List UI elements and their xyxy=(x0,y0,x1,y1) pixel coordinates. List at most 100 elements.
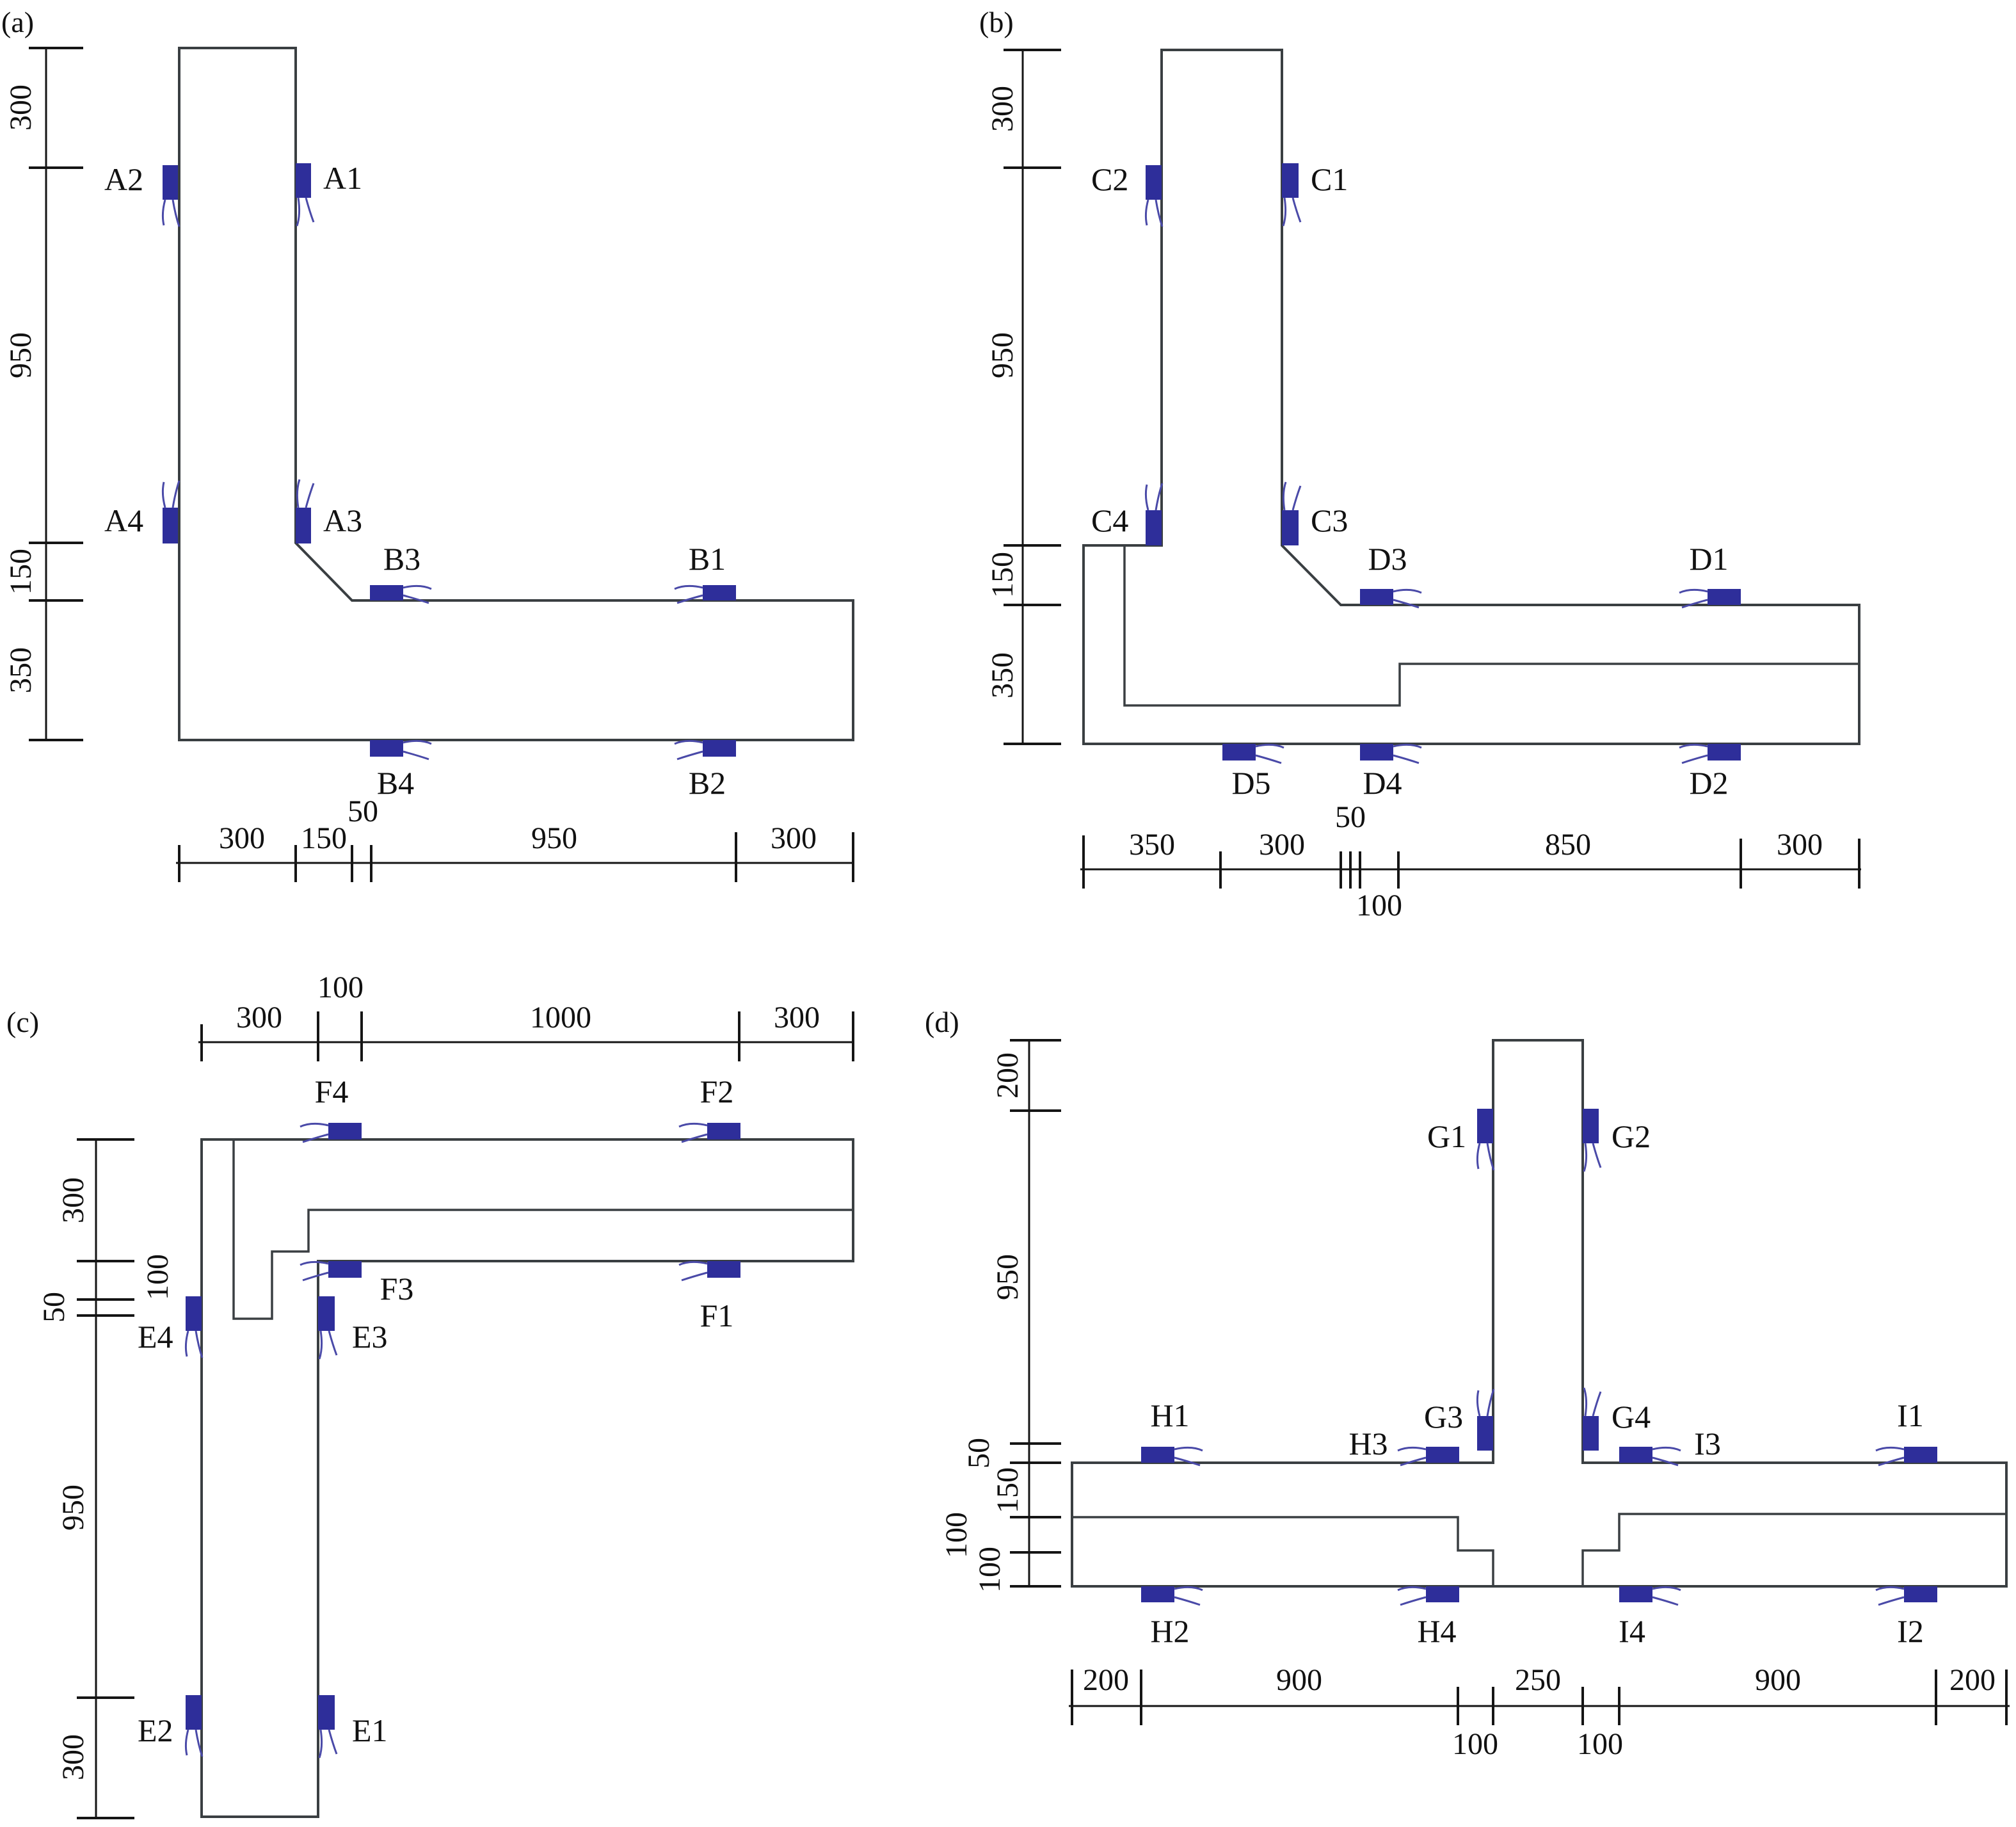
panel-b-hdim-300-left: 300 xyxy=(1259,828,1305,862)
gauge-C1: C1 xyxy=(1282,161,1348,227)
gauge-A2: A2 xyxy=(104,161,180,227)
panel-b-hdim-300-right: 300 xyxy=(1777,828,1823,862)
gauge-F4-label: F4 xyxy=(315,1074,349,1109)
panel-b-vdim-350: 350 xyxy=(986,652,1020,698)
gauge-B4-label: B4 xyxy=(377,765,414,801)
gauge-I2-label: I2 xyxy=(1897,1613,1924,1649)
panel-d-hdim-200-right: 200 xyxy=(1949,1663,1996,1697)
gauge-H4: H4 xyxy=(1397,1586,1459,1649)
gauge-E1-label: E1 xyxy=(352,1712,388,1748)
gauge-D3-label: D3 xyxy=(1368,541,1407,577)
panel-a-hdim-950: 950 xyxy=(531,821,577,855)
panel-a-vdim-350: 350 xyxy=(4,647,38,693)
gauge-I1: I1 xyxy=(1875,1397,1937,1467)
panel-b: (b) 300 950 150 350 350 300 xyxy=(979,6,1861,922)
gauge-F4: F4 xyxy=(300,1074,362,1143)
panel-c-vdim-950: 950 xyxy=(56,1485,90,1531)
panel-a-hdim-150: 150 xyxy=(301,821,347,855)
gauge-G1-label: G1 xyxy=(1427,1118,1466,1154)
panel-d-hdim-100-left: 100 xyxy=(1452,1727,1498,1761)
panel-b-inner-reinforcement xyxy=(1123,545,1859,707)
panel-c-hdim-100: 100 xyxy=(317,970,364,1004)
gauge-D1-label: D1 xyxy=(1689,541,1728,577)
gauge-C3-label: C3 xyxy=(1311,503,1348,538)
panel-c-vertical-dimension: 300 100 50 950 300 xyxy=(37,1138,175,1819)
gauge-C3: C3 xyxy=(1282,481,1348,545)
gauge-G2-label: G2 xyxy=(1612,1118,1651,1154)
gauge-I1-label: I1 xyxy=(1897,1397,1924,1433)
gauge-E3-label: E3 xyxy=(352,1319,388,1355)
panel-c-vdim-300-bottom: 300 xyxy=(56,1734,90,1780)
gauge-D5-label: D5 xyxy=(1231,765,1270,801)
gauge-D3: D3 xyxy=(1360,541,1422,609)
panel-b-vdim-150: 150 xyxy=(986,552,1020,598)
panel-a-vertical-dimension: 300 950 150 350 xyxy=(4,47,83,741)
gauge-G4-label: G4 xyxy=(1612,1399,1651,1435)
gauge-A4: A4 xyxy=(104,480,180,543)
panel-b-vdim-950: 950 xyxy=(986,332,1020,378)
gauge-E2: E2 xyxy=(138,1695,204,1757)
panel-b-hdim-50: 50 xyxy=(1335,800,1366,834)
gauge-A4-label: A4 xyxy=(104,503,143,538)
gauge-D5: D5 xyxy=(1222,743,1284,801)
panel-b-horizontal-dimension: 350 300 50 100 850 300 xyxy=(1080,800,1861,922)
gauge-C1-label: C1 xyxy=(1311,161,1348,197)
gauge-H3: H3 xyxy=(1348,1426,1459,1467)
gauge-F3: F3 xyxy=(300,1260,413,1307)
gauge-G4: G4 xyxy=(1583,1387,1651,1451)
gauge-F2: F2 xyxy=(678,1074,740,1143)
panel-d-vdim-150: 150 xyxy=(991,1467,1025,1513)
gauge-H4-label: H4 xyxy=(1417,1613,1456,1649)
gauge-F1: F1 xyxy=(678,1260,740,1333)
panel-d-tag: (d) xyxy=(925,1006,959,1038)
panel-d-horizontal-dimension: 200 900 100 250 100 900 200 xyxy=(1069,1663,2010,1761)
panel-a-hdim-300-left: 300 xyxy=(219,821,265,855)
gauge-A1-label: A1 xyxy=(323,160,362,196)
gauge-B4: B4 xyxy=(370,739,432,801)
panel-b-vdim-300-top: 300 xyxy=(986,86,1020,132)
gauge-D2-label: D2 xyxy=(1689,765,1728,801)
gauge-I2: I2 xyxy=(1875,1586,1937,1649)
panel-c-inner-reinforcement xyxy=(232,1139,853,1320)
panel-b-hdim-350: 350 xyxy=(1129,828,1175,862)
gauge-C2-label: C2 xyxy=(1091,161,1128,197)
panel-c-specimen-outline xyxy=(200,1138,854,1818)
gauge-B3: B3 xyxy=(370,541,432,604)
panel-c: (c) 300 100 1000 300 300 100 50 9 xyxy=(6,970,854,1819)
gauge-E4: E4 xyxy=(138,1296,204,1358)
gauge-B3-label: B3 xyxy=(383,541,420,577)
panel-d-vertical-dimension: 200 950 50 150 100 100 xyxy=(940,1039,1061,1593)
gauge-D1: D1 xyxy=(1679,541,1741,609)
panel-b-hdim-850: 850 xyxy=(1545,828,1591,862)
panel-c-hdim-1000: 1000 xyxy=(530,1001,591,1034)
gauge-G2: G2 xyxy=(1583,1109,1651,1172)
gauge-I3: I3 xyxy=(1619,1426,1721,1467)
gauge-F1-label: F1 xyxy=(700,1298,734,1333)
gauge-A1: A1 xyxy=(296,160,362,227)
panel-d-specimen-outline xyxy=(1071,1039,2008,1588)
gauge-G3-label: G3 xyxy=(1424,1399,1463,1435)
gauge-A2-label: A2 xyxy=(104,161,143,197)
gauge-B1-label: B1 xyxy=(689,541,726,577)
gauge-B1: B1 xyxy=(674,541,736,604)
panel-d-hdim-200-left: 200 xyxy=(1083,1663,1129,1697)
gauge-C4-label: C4 xyxy=(1091,503,1128,538)
panel-b-specimen-outline xyxy=(1082,49,1860,745)
panel-c-tag: (c) xyxy=(6,1006,39,1038)
gauge-H1: H1 xyxy=(1141,1397,1203,1467)
panel-a-vdim-150: 150 xyxy=(4,549,38,595)
gauge-E2-label: E2 xyxy=(138,1712,173,1748)
gauge-H3-label: H3 xyxy=(1348,1426,1388,1461)
gauge-E3: E3 xyxy=(318,1296,388,1360)
panel-b-vertical-dimension: 300 950 150 350 xyxy=(986,49,1061,745)
gauge-B2-label: B2 xyxy=(689,765,726,801)
panel-c-hdim-300-right: 300 xyxy=(774,1001,820,1034)
gauge-E4-label: E4 xyxy=(138,1319,173,1355)
gauge-H2: H2 xyxy=(1141,1586,1203,1649)
gauge-I3-label: I3 xyxy=(1694,1426,1721,1461)
gauge-B2: B2 xyxy=(674,739,736,801)
gauge-C4: C4 xyxy=(1091,483,1164,545)
panel-a-specimen-outline xyxy=(178,47,854,741)
